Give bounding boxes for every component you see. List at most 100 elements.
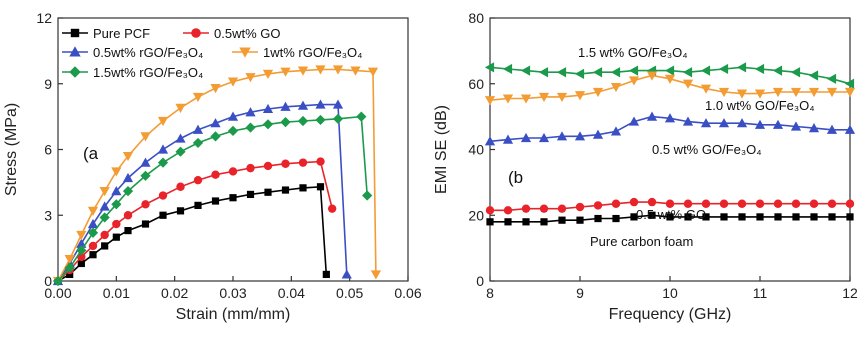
data-point xyxy=(280,101,291,111)
y-tick-label: 40 xyxy=(468,142,484,158)
data-point xyxy=(502,63,513,75)
data-point xyxy=(736,89,748,99)
data-point xyxy=(141,200,150,209)
y-tick-label: 20 xyxy=(468,207,484,223)
data-point xyxy=(522,218,530,226)
data-point xyxy=(157,116,169,127)
data-point xyxy=(666,213,674,221)
data-point xyxy=(194,201,202,209)
data-point xyxy=(576,216,584,224)
legend-marker xyxy=(69,46,81,57)
data-point xyxy=(315,65,326,75)
series-annotation: 0.5 wt% GO xyxy=(636,207,706,222)
data-point xyxy=(610,82,622,93)
x-tick-label: 0.04 xyxy=(278,285,305,301)
data-point xyxy=(101,242,109,250)
y-tick-label: 0 xyxy=(476,273,484,289)
data-point xyxy=(538,92,550,102)
data-point xyxy=(87,206,99,216)
data-point xyxy=(341,269,352,279)
data-point xyxy=(76,245,87,256)
data-point xyxy=(210,84,221,94)
data-point xyxy=(64,255,75,265)
data-point xyxy=(77,259,85,268)
data-point xyxy=(738,213,746,221)
series-line xyxy=(57,103,348,282)
y-tick-label: 12 xyxy=(36,10,52,26)
x-tick-label: 0.01 xyxy=(103,285,130,301)
data-point xyxy=(628,65,639,76)
data-point xyxy=(99,201,110,211)
data-point xyxy=(175,133,186,143)
data-point xyxy=(210,118,221,128)
data-point xyxy=(754,63,765,75)
data-point xyxy=(844,124,856,134)
data-point xyxy=(556,67,567,78)
data-point xyxy=(112,219,121,229)
data-point xyxy=(540,218,548,226)
data-point xyxy=(485,206,495,215)
data-point xyxy=(227,125,239,136)
data-point xyxy=(262,69,274,79)
x-tick-label: 0.00 xyxy=(44,285,71,301)
data-point xyxy=(648,211,656,219)
data-point xyxy=(809,199,819,208)
legend-label: 1.5wt% rGO/Fe₃O₄ xyxy=(93,65,203,80)
data-point xyxy=(772,119,784,129)
data-point xyxy=(683,199,693,208)
data-point xyxy=(520,132,532,143)
data-point xyxy=(665,199,675,208)
data-point xyxy=(736,118,748,128)
data-point xyxy=(610,126,622,136)
data-point xyxy=(503,206,513,215)
legend-entry: 1.5wt% rGO/Fe₃O₄ xyxy=(62,65,203,80)
data-point xyxy=(720,213,728,221)
y-tick-label: 9 xyxy=(44,76,52,92)
data-point xyxy=(211,197,220,205)
data-point xyxy=(111,199,122,210)
data-point xyxy=(718,87,730,98)
y-tick-label: 60 xyxy=(468,76,484,92)
data-point xyxy=(111,186,122,196)
series-line xyxy=(57,68,377,282)
chart-panel-a: 0.00 0.01 0.02 0.03 0.04 0.05 0.06 0 3 6 9 12 Strain… xyxy=(3,10,422,323)
data-point xyxy=(808,70,819,81)
y-axis-label: EMI SE (dB) xyxy=(433,105,450,194)
data-point xyxy=(629,197,639,207)
data-point xyxy=(592,129,604,139)
data-point xyxy=(192,124,204,134)
legend-label: 0.5wt% rGO/Fe₃O₄ xyxy=(93,45,203,60)
data-point xyxy=(718,63,729,75)
data-point xyxy=(111,167,122,177)
data-point xyxy=(124,226,132,235)
data-point xyxy=(484,62,495,73)
data-point xyxy=(332,65,344,75)
data-point xyxy=(592,87,604,98)
data-point xyxy=(159,211,167,219)
data-point xyxy=(810,213,818,221)
data-point xyxy=(556,131,568,141)
legend-marker xyxy=(191,28,201,38)
data-point xyxy=(502,94,514,104)
series-4 xyxy=(486,211,854,226)
data-point xyxy=(844,78,855,89)
data-point xyxy=(367,67,379,77)
data-point xyxy=(157,157,169,168)
data-point xyxy=(486,218,494,226)
data-point xyxy=(521,204,531,213)
data-point xyxy=(504,218,512,226)
data-point xyxy=(140,132,151,142)
data-point xyxy=(315,114,326,126)
data-point xyxy=(520,65,531,76)
data-point xyxy=(299,184,307,192)
data-point xyxy=(846,213,854,221)
data-point xyxy=(702,213,710,221)
data-point xyxy=(828,213,836,221)
data-point xyxy=(574,131,586,141)
x-axis-label: Frequency (GHz) xyxy=(609,306,732,323)
data-point xyxy=(99,187,110,197)
x-tick-label: 0.03 xyxy=(219,285,246,301)
series-4 xyxy=(52,111,373,287)
y-axis-label: Stress (MPa) xyxy=(3,103,20,196)
series-annotation: 1.0 wt% GO/Fe₃O₄ xyxy=(705,98,815,113)
